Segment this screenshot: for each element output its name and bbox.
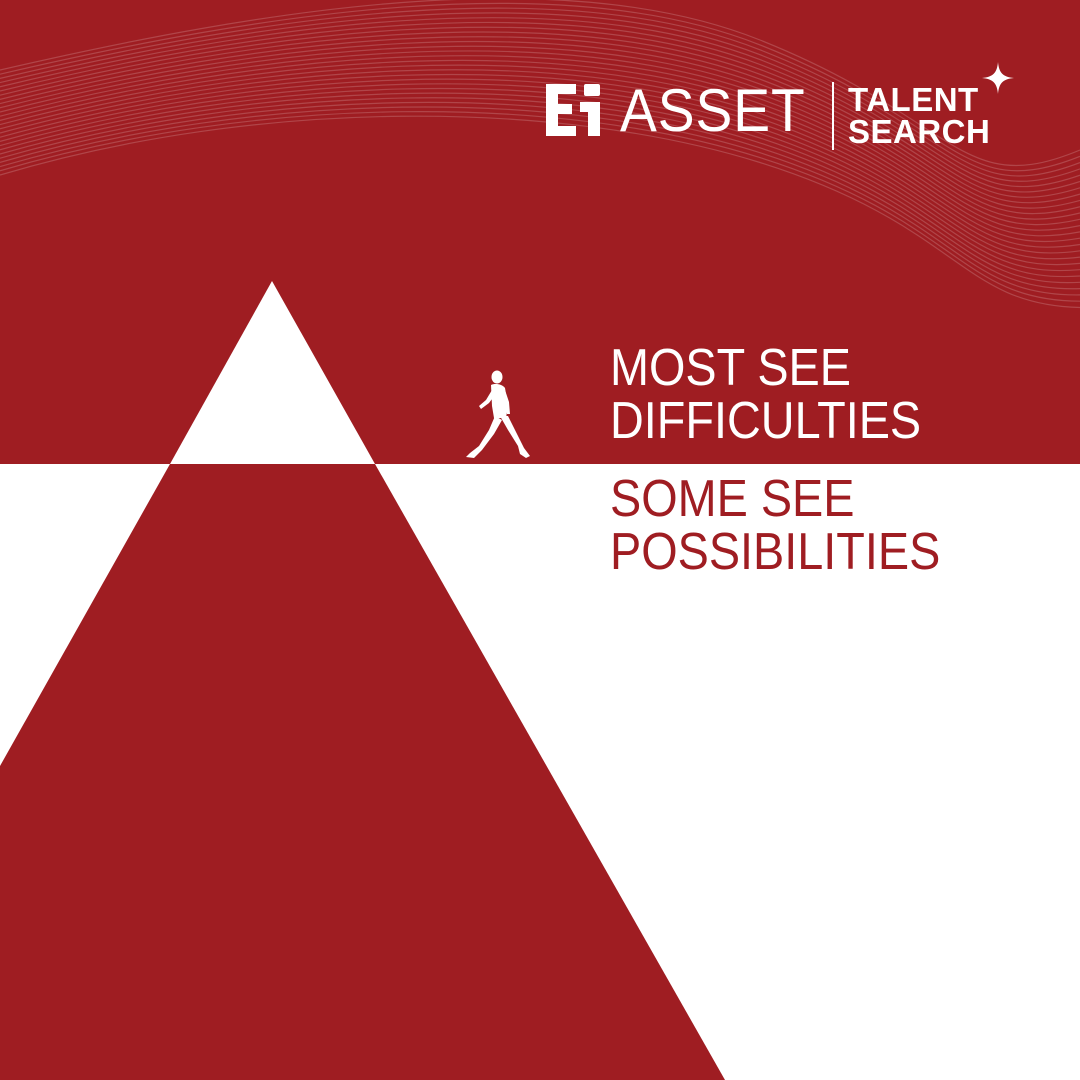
logo-wordmark: ASSET [620,77,806,144]
logo-divider [832,82,834,150]
wave-line [0,7,1080,177]
top-red-band [0,0,1080,464]
headline-bottom-line-2: POSSIBILITIES [610,523,941,581]
wave-line [0,87,1080,272]
mountain-peak [170,281,375,464]
wave-line [0,78,1080,260]
headline-top-line-2: DIFFICULTIES [610,392,922,450]
wave-line [0,12,1080,182]
wave-line [0,36,1080,209]
wave-line [0,40,1080,215]
logo-subtitle-line-1: TALENT [848,81,979,118]
headline-bottom-line-1: SOME SEE [610,470,855,528]
wave-line [0,31,1080,204]
wave-line [0,92,1080,278]
wave-line [0,55,1080,231]
ei-monogram-icon [546,84,600,136]
wave-line [0,115,1080,309]
wave-line [0,0,1080,166]
mountain-body [0,464,725,1080]
brand-logo: ASSET TALENT SEARCH [546,62,1016,162]
headline-top-line-1: MOST SEE [610,339,852,397]
wave-line [0,111,1080,302]
wave-line [0,97,1080,284]
logo-subtitle: TALENT SEARCH [848,81,991,150]
wave-line [0,64,1080,243]
wave-line [0,17,1080,188]
wave-line [0,26,1080,198]
wave-line [0,73,1080,254]
wave-line [0,101,1080,290]
wave-line [0,21,1080,193]
wave-line [0,2,1080,172]
wave-lines-decoration [0,0,1080,309]
wave-line [0,106,1080,296]
wave-line [0,59,1080,237]
wave-line [0,83,1080,266]
walking-person-icon [466,370,530,458]
wave-line [0,45,1080,220]
logo-subtitle-line-2: SEARCH [848,113,991,150]
four-point-star-icon [982,62,1014,94]
wave-line [0,69,1080,248]
headline-most-see: MOST SEE DIFFICULTIES [610,342,921,448]
headline-some-see: SOME SEE POSSIBILITIES [610,473,940,579]
wave-line [0,50,1080,226]
